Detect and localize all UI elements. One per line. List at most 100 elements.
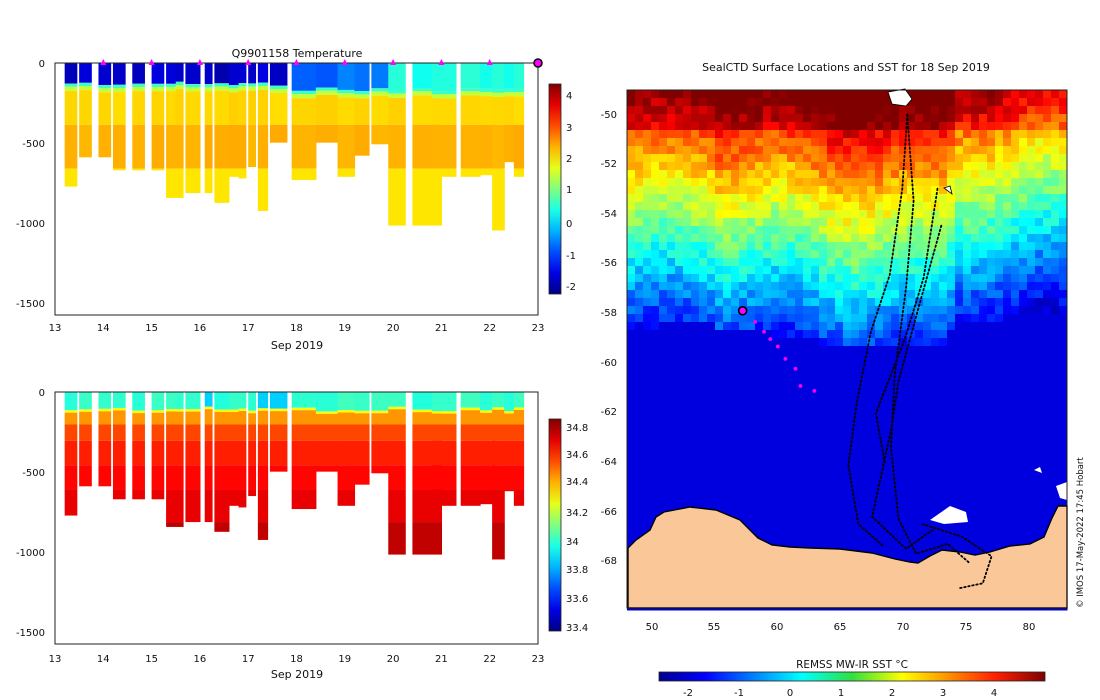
sst-cell	[659, 106, 668, 115]
sst-cell	[955, 154, 964, 163]
sst-cell	[659, 458, 668, 467]
sst-cell	[667, 138, 676, 147]
sst-cell	[659, 450, 668, 459]
sst-cell	[931, 138, 940, 147]
sst-cell	[627, 410, 636, 419]
sst-cell	[843, 122, 852, 131]
sst-cell	[635, 466, 644, 475]
sst-cell	[803, 458, 812, 467]
sst-cell	[819, 530, 828, 539]
sst-cell	[1011, 282, 1020, 291]
sst-cell	[803, 138, 812, 147]
sst-cell	[627, 298, 636, 307]
sst-cell	[963, 146, 972, 155]
sst-cell	[995, 106, 1004, 115]
sst-cell	[627, 226, 636, 235]
sst-cell	[675, 178, 684, 187]
sst-cell	[851, 106, 860, 115]
sst-cell	[1027, 314, 1036, 323]
sst-cell	[867, 338, 876, 347]
sst-cell	[715, 154, 724, 163]
sst-cell	[851, 162, 860, 171]
sst-cell	[739, 154, 748, 163]
sst-cell	[859, 370, 868, 379]
sst-cell	[1051, 378, 1060, 387]
sst-cell	[803, 114, 812, 123]
sst-cell	[803, 378, 812, 387]
sst-cell	[763, 458, 772, 467]
temperature-cell	[204, 87, 213, 92]
sst-cell	[659, 402, 668, 411]
sst-cell	[795, 338, 804, 347]
sst-cell	[1019, 506, 1028, 515]
sst-cell	[811, 394, 820, 403]
sst-cell	[915, 354, 924, 363]
salinity-cell	[238, 408, 247, 412]
sst-cell	[803, 506, 812, 515]
sst-cell	[667, 322, 676, 331]
sst-cell	[859, 530, 868, 539]
sst-cell	[923, 122, 932, 131]
temperature-cell	[166, 124, 177, 169]
sst-cell	[1003, 410, 1012, 419]
temperature-cell	[492, 96, 505, 125]
sst-cell	[875, 210, 884, 219]
sst-cell	[819, 514, 828, 523]
sst-cell	[979, 306, 988, 315]
sst-cell	[843, 386, 852, 395]
sst-cell	[723, 402, 732, 411]
sst-cell	[811, 114, 820, 123]
sst-cell	[715, 410, 724, 419]
sst-cell	[779, 426, 788, 435]
sst-cell	[1011, 402, 1020, 411]
sst-cell	[755, 194, 764, 203]
salinity-cell	[460, 392, 481, 408]
sst-cell	[739, 242, 748, 251]
sst-cell	[891, 530, 900, 539]
sst-cell	[787, 106, 796, 115]
sst-cell	[827, 226, 836, 235]
sst-cell	[715, 306, 724, 315]
sst-cell	[867, 186, 876, 195]
sst-cell	[755, 354, 764, 363]
sst-cell	[979, 346, 988, 355]
sst-cell	[635, 474, 644, 483]
sst-cell	[907, 442, 916, 451]
sst-cell	[707, 242, 716, 251]
sst-cell	[643, 226, 652, 235]
sst-cell	[1019, 258, 1028, 267]
sst-cell	[691, 466, 700, 475]
sst-cell	[979, 434, 988, 443]
sst-cell	[875, 234, 884, 243]
sst-cell	[955, 298, 964, 307]
sst-cell	[851, 138, 860, 147]
sst-cell	[707, 314, 716, 323]
temp-x-tick: 23	[532, 323, 545, 334]
sst-cell	[723, 362, 732, 371]
map-y-tick: -56	[601, 258, 617, 269]
sst-cell	[971, 474, 980, 483]
sst-cell	[651, 258, 660, 267]
sst-cell	[995, 130, 1004, 139]
temperature-cell	[185, 91, 201, 125]
sst-cell	[747, 218, 756, 227]
sst-cell	[811, 458, 820, 467]
sst-cell	[715, 402, 724, 411]
sst-cell	[995, 354, 1004, 363]
sst-cell	[963, 530, 972, 539]
sst-cell	[891, 146, 900, 155]
sst-cell	[979, 218, 988, 227]
salinity-cell	[112, 440, 126, 466]
sst-cell	[883, 514, 892, 523]
sst-cell	[947, 290, 956, 299]
temp-cbar-tick: 1	[566, 185, 572, 196]
sst-cell	[883, 146, 892, 155]
sst-cell	[963, 386, 972, 395]
salinity-cell	[513, 489, 525, 506]
sst-cell	[867, 346, 876, 355]
sst-cell	[771, 506, 780, 515]
sst-cell	[835, 130, 844, 139]
sst-cell	[1003, 298, 1012, 307]
sst-cell	[835, 298, 844, 307]
temperature-cell	[175, 89, 184, 125]
